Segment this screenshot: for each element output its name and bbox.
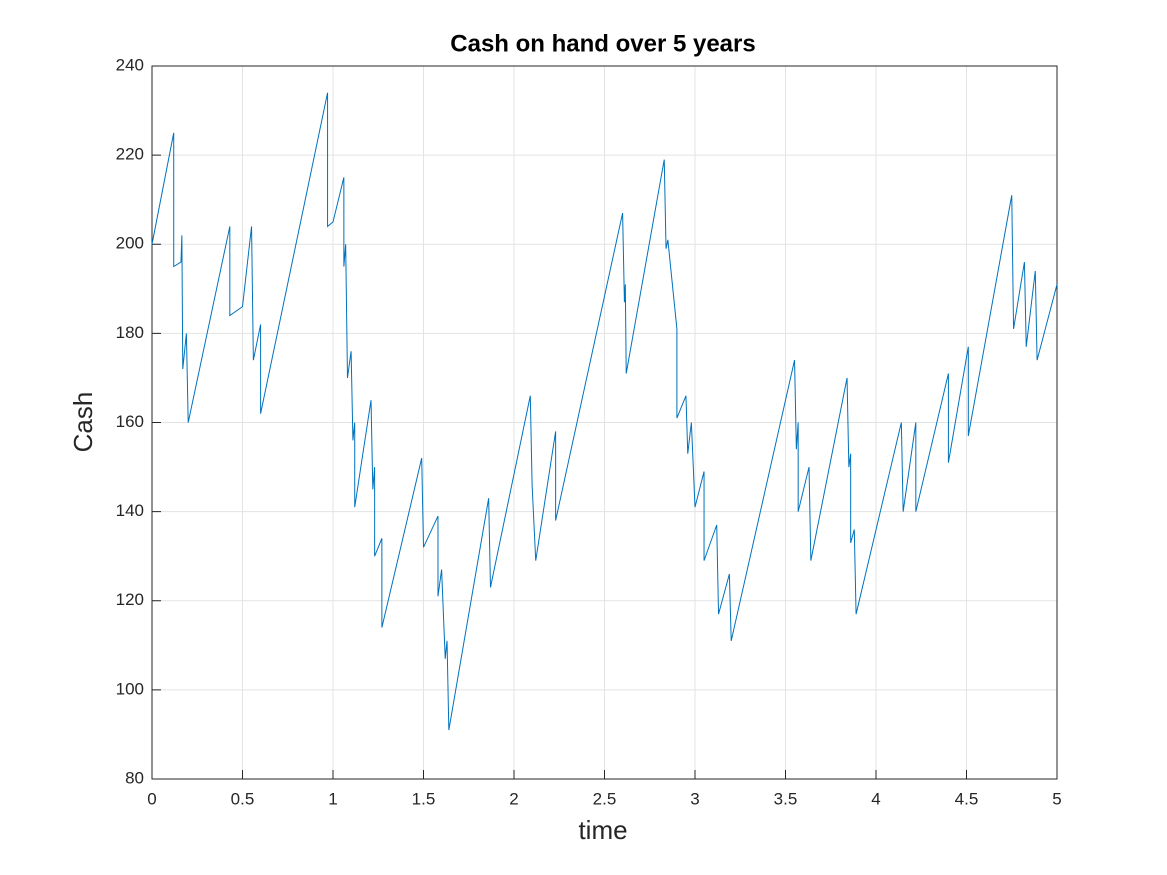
y-tick-label: 100: [116, 679, 144, 698]
y-tick-label: 200: [116, 234, 144, 253]
x-tick-label: 1: [328, 789, 337, 808]
x-tick-label: 2.5: [593, 789, 617, 808]
x-tick-label: 4.5: [955, 789, 979, 808]
chart-title: Cash on hand over 5 years: [450, 30, 755, 57]
x-tick-label: 4: [871, 789, 880, 808]
data-line: [151, 92, 1058, 731]
x-tick-label: 3: [690, 789, 699, 808]
x-axis-label: time: [578, 815, 627, 845]
x-tick-label: 0.5: [231, 789, 255, 808]
plot-frame: [151, 65, 1058, 780]
y-tick-label: 240: [116, 55, 144, 74]
x-tick-label: 2: [509, 789, 518, 808]
y-tick-label: 180: [116, 323, 144, 342]
x-tick-label: 0: [147, 789, 156, 808]
y-tick-label: 140: [116, 501, 144, 520]
x-tick-label: 3.5: [774, 789, 798, 808]
x-tick-label: 5: [1052, 789, 1061, 808]
x-tick-label: 1.5: [412, 789, 436, 808]
y-tick-label: 220: [116, 145, 144, 164]
y-axis-label: Cash: [68, 392, 98, 453]
y-tick-label: 80: [125, 768, 144, 787]
y-tick-label: 120: [116, 590, 144, 609]
y-tick-label: 160: [116, 412, 144, 431]
